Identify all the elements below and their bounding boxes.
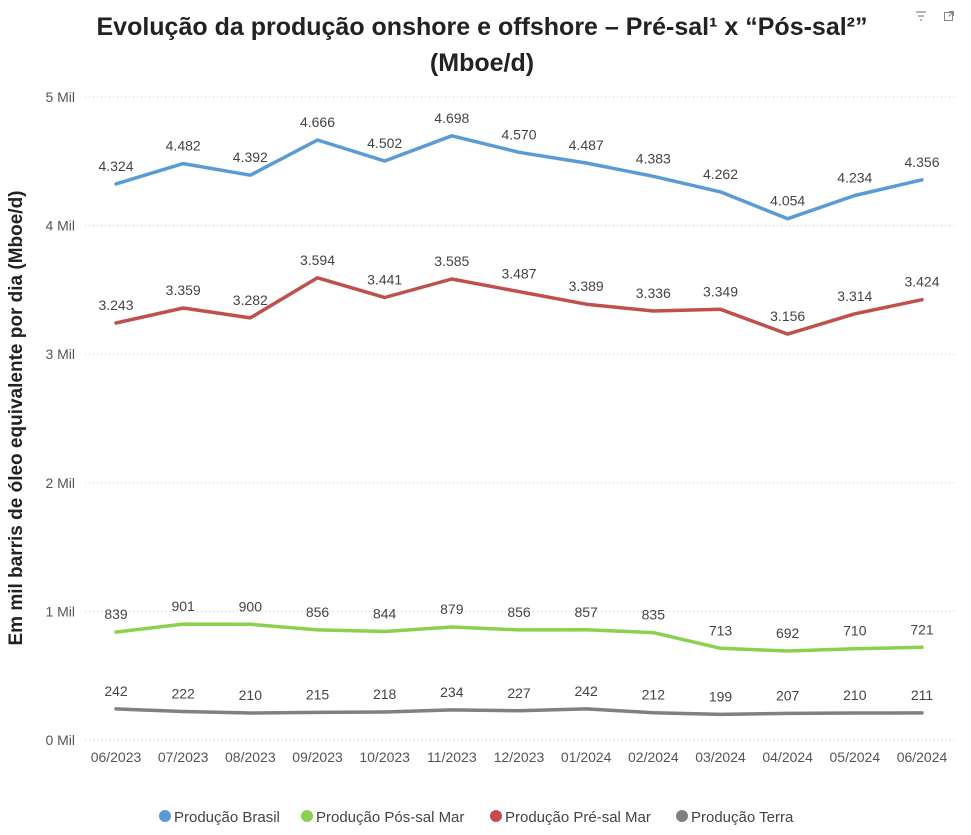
legend-item[interactable]: Produção Brasil (159, 809, 280, 826)
data-label: 207 (776, 687, 800, 703)
data-label: 4.666 (300, 114, 335, 130)
data-label: 215 (306, 686, 330, 702)
x-tick-label: 11/2023 (427, 749, 477, 765)
x-tick-label: 07/2023 (158, 749, 209, 765)
data-label: 4.570 (501, 126, 536, 142)
series-lines (114, 134, 924, 717)
data-label: 3.243 (98, 297, 133, 313)
legend-label: Produção Terra (691, 809, 794, 826)
series-line[interactable] (114, 707, 924, 717)
data-label: 900 (239, 598, 263, 614)
data-label: 857 (574, 604, 598, 620)
data-label: 710 (843, 623, 867, 639)
legend-marker (490, 810, 502, 822)
legend-marker (676, 810, 688, 822)
data-label: 3.487 (501, 266, 536, 282)
data-label: 3.349 (703, 283, 738, 299)
data-label: 856 (306, 604, 330, 620)
data-label: 222 (171, 685, 195, 701)
data-label: 242 (104, 683, 128, 699)
data-label: 844 (373, 605, 397, 621)
series-line[interactable] (114, 134, 924, 221)
legend-marker (159, 810, 171, 822)
y-tick-label: 0 Mil (45, 732, 75, 748)
x-tick-label: 04/2024 (762, 749, 813, 765)
data-label: 4.324 (98, 158, 133, 174)
data-label: 3.585 (434, 253, 469, 269)
data-label: 211 (911, 687, 934, 703)
data-label: 4.698 (434, 110, 469, 126)
data-label: 3.424 (904, 274, 939, 290)
legend-marker (301, 810, 313, 822)
data-label: 4.482 (166, 138, 201, 154)
data-label: 4.262 (703, 166, 738, 182)
data-label: 713 (709, 622, 733, 638)
data-label: 692 (776, 625, 800, 641)
data-label: 901 (171, 598, 195, 614)
data-label: 210 (239, 687, 263, 703)
data-label: 3.389 (569, 278, 604, 294)
y-tick-label: 4 Mil (45, 218, 75, 234)
data-label: 4.487 (569, 137, 604, 153)
data-label: 835 (642, 607, 666, 623)
data-label: 3.282 (233, 292, 268, 308)
data-labels: 4.324 4.482 4.392 4.666 4.502 4.698 4.570 4.487… (98, 110, 939, 705)
data-label: 4.234 (837, 170, 872, 186)
x-tick-label: 03/2024 (695, 749, 746, 765)
data-label: 234 (440, 684, 464, 700)
legend[interactable]: Produção Brasil Produção Pós-sal Mar Produ… (159, 809, 794, 826)
data-label: 856 (507, 604, 531, 620)
data-label: 212 (642, 687, 666, 703)
x-tick-label: 12/2023 (494, 749, 545, 765)
x-tick-label: 10/2023 (359, 749, 410, 765)
legend-item[interactable]: Produção Pós-sal Mar (301, 809, 464, 826)
data-label: 3.359 (166, 282, 201, 298)
data-label: 4.392 (233, 149, 268, 165)
data-label: 242 (574, 683, 598, 699)
data-label: 3.314 (837, 288, 872, 304)
data-label: 839 (104, 606, 128, 622)
x-tick-label: 01/2024 (561, 749, 612, 765)
data-label: 4.054 (770, 193, 805, 209)
y-tick-label: 5 Mil (45, 89, 75, 105)
data-label: 227 (507, 685, 531, 701)
y-axis-ticks: 0 Mil 1 Mil 2 Mil 3 Mil 4 Mil 5 Mil (45, 89, 75, 748)
data-label: 3.156 (770, 308, 805, 324)
data-label: 218 (373, 686, 397, 702)
data-label: 3.594 (300, 252, 335, 268)
legend-label: Produção Pós-sal Mar (316, 809, 464, 826)
y-axis-label: Em mil barris de óleo equivalente por di… (6, 190, 27, 645)
legend-item[interactable]: Produção Terra (676, 809, 794, 826)
x-tick-label: 08/2023 (225, 749, 276, 765)
legend-label: Produção Brasil (174, 809, 280, 826)
x-tick-label: 06/2023 (91, 749, 142, 765)
series-line[interactable] (114, 622, 924, 653)
y-tick-label: 1 Mil (45, 603, 75, 619)
x-tick-label: 09/2023 (292, 749, 343, 765)
x-axis-ticks: 06/2023 07/2023 08/2023 09/2023 10/2023 11/20… (91, 749, 948, 765)
series-line[interactable] (114, 276, 924, 336)
y-tick-label: 2 Mil (45, 475, 75, 491)
data-label: 199 (709, 688, 733, 704)
data-label: 4.502 (367, 135, 402, 151)
legend-label: Produção Pré-sal Mar (505, 809, 651, 826)
data-label: 3.441 (367, 271, 402, 287)
data-label: 721 (910, 621, 934, 637)
chart-title-line1: Evolução da produção onshore e offshore … (96, 13, 867, 41)
data-label: 3.336 (636, 285, 671, 301)
x-tick-label: 05/2024 (830, 749, 881, 765)
data-label: 879 (440, 601, 464, 617)
data-label: 4.383 (636, 150, 671, 166)
gridlines (85, 96, 955, 741)
y-tick-label: 3 Mil (45, 346, 75, 362)
filter-icon[interactable] (914, 10, 928, 24)
x-tick-label: 02/2024 (628, 749, 679, 765)
focus-mode-icon[interactable] (942, 10, 956, 24)
data-label: 4.356 (904, 154, 939, 170)
x-tick-label: 06/2024 (897, 749, 948, 765)
data-label: 210 (843, 687, 867, 703)
legend-item[interactable]: Produção Pré-sal Mar (490, 809, 651, 826)
chart-title-line2: (Mboe/d) (430, 49, 534, 77)
